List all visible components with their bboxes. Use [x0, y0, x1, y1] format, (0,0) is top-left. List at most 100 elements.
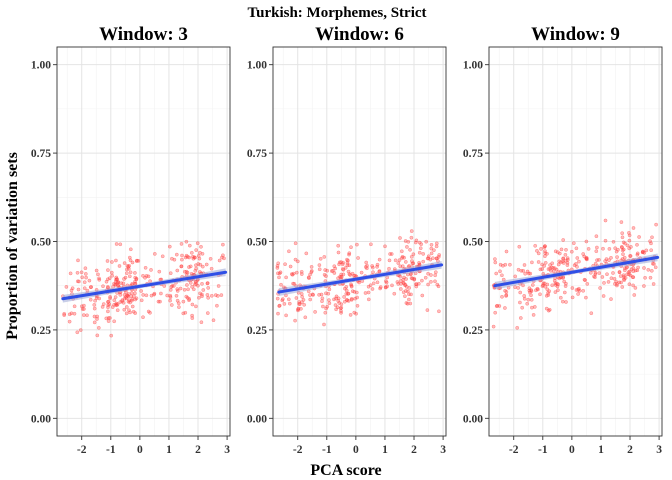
scatter-point: [133, 297, 138, 302]
scatter-point: [149, 293, 154, 298]
scatter-point: [417, 250, 422, 255]
scatter-point: [304, 251, 309, 256]
scatter-point: [337, 260, 342, 265]
scatter-point: [637, 235, 641, 239]
scatter-point: [198, 291, 202, 296]
scatter-point: [215, 294, 220, 298]
scatter-point: [277, 275, 281, 280]
scatter-point: [401, 280, 406, 285]
scatter-point: [622, 255, 627, 260]
scatter-point: [117, 264, 122, 268]
y-tick-label: 0.00: [463, 413, 483, 425]
panel-title: Window: 9: [531, 24, 620, 45]
scatter-point: [100, 305, 105, 309]
scatter-point: [110, 305, 115, 309]
scatter-point: [179, 242, 184, 246]
x-tick-label: 3: [656, 444, 662, 456]
scatter-point: [199, 320, 204, 325]
scatter-point: [536, 287, 540, 292]
scatter-point: [206, 286, 211, 290]
x-tick-label: -2: [509, 444, 519, 456]
scatter-point: [350, 271, 355, 276]
scatter-point: [617, 270, 622, 275]
scatter-point: [609, 255, 613, 260]
scatter-point: [80, 275, 85, 280]
scatter-point: [325, 268, 330, 273]
scatter-point: [605, 272, 609, 277]
scatter-point: [600, 275, 605, 279]
scatter-point: [543, 249, 547, 253]
scatter-point: [184, 239, 189, 244]
x-tick-label: 3: [224, 444, 230, 456]
regression-line: [277, 263, 444, 294]
scatter-point: [421, 252, 426, 256]
scatter-point: [552, 278, 557, 283]
scatter-point: [518, 300, 522, 305]
scatter-point: [96, 272, 100, 277]
scatter-point: [363, 291, 368, 295]
scatter-point: [293, 318, 297, 323]
scatter-point: [62, 311, 67, 316]
scatter-point: [437, 253, 442, 257]
scatter-point: [106, 305, 110, 310]
scatter-point: [324, 306, 328, 311]
scatter-point: [434, 256, 439, 261]
scatter-point: [598, 286, 602, 290]
scatter-point: [529, 297, 534, 302]
scatter-point: [398, 279, 403, 283]
scatter-point: [563, 284, 568, 288]
scatter-point: [623, 276, 628, 280]
scatter-point: [157, 269, 162, 274]
scatter-point: [570, 286, 575, 290]
scatter-point: [342, 295, 346, 299]
scatter-point: [92, 314, 97, 319]
scatter-point: [635, 251, 640, 256]
scatter-point: [143, 265, 148, 270]
x-tick-label: 1: [382, 444, 388, 456]
scatter-point: [564, 258, 568, 263]
scatter-point: [101, 284, 105, 289]
scatter-point: [603, 238, 608, 243]
scatter-point: [168, 298, 172, 303]
scatter-point: [317, 263, 322, 267]
scatter-point: [570, 295, 575, 300]
scatter-point: [209, 266, 214, 271]
scatter-point: [127, 255, 132, 260]
scatter-point: [92, 306, 97, 311]
scatter-point: [651, 282, 656, 286]
scatter-point: [181, 299, 186, 304]
scatter-point: [292, 282, 297, 286]
y-tick-label: 1.00: [463, 60, 483, 72]
scatter-point: [546, 291, 550, 295]
scatter-point: [504, 249, 509, 254]
scatter-point: [409, 235, 414, 240]
scatter-point: [181, 311, 186, 316]
scatter-point: [555, 250, 560, 255]
scatter-point: [92, 303, 97, 307]
scatter-point: [582, 277, 587, 282]
scatter-point: [518, 316, 523, 320]
scatter-point: [611, 271, 615, 275]
scatter-point: [83, 272, 88, 276]
scatter-point: [558, 295, 563, 300]
scatter-point: [283, 262, 287, 267]
scatter-point: [621, 252, 625, 257]
scatter-point: [429, 246, 434, 251]
scatter-point: [167, 244, 172, 249]
scatter-point: [125, 293, 130, 298]
scatter-point: [613, 282, 617, 286]
scatter-point: [349, 245, 353, 250]
scatter-point: [547, 307, 552, 312]
scatter-point: [535, 248, 539, 253]
x-tick-label: -1: [538, 444, 548, 456]
scatter-point: [429, 279, 433, 284]
scatter-point: [577, 259, 581, 264]
scatter-point: [346, 258, 350, 263]
scatter-point: [169, 303, 174, 307]
scatter-point: [576, 292, 580, 296]
scatter-point: [109, 333, 114, 338]
scatter-point: [122, 293, 127, 297]
scatter-point: [544, 306, 549, 311]
scatter-point: [642, 250, 647, 255]
scatter-point: [200, 281, 204, 286]
